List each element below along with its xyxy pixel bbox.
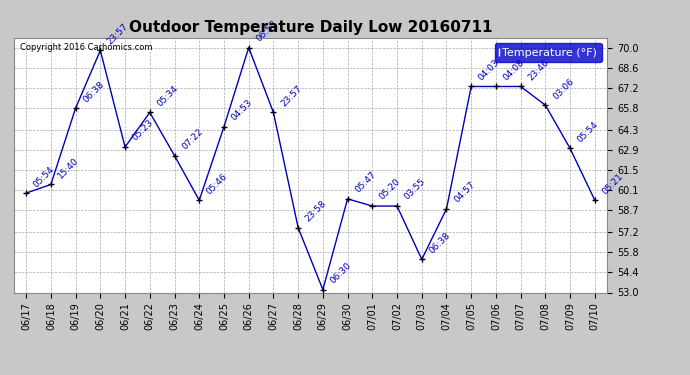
Text: 05:21: 05:21 (600, 171, 625, 196)
Text: 04:57: 04:57 (452, 180, 477, 205)
Text: 23:57: 23:57 (106, 22, 130, 46)
Title: Outdoor Temperature Daily Low 20160711: Outdoor Temperature Daily Low 20160711 (129, 20, 492, 35)
Text: 23:57: 23:57 (279, 84, 304, 108)
Text: Copyright 2016 Carhomics.com: Copyright 2016 Carhomics.com (20, 43, 152, 52)
Text: 05:54: 05:54 (32, 164, 57, 189)
Text: 15:40: 15:40 (57, 156, 81, 180)
Legend: Temperature (°F): Temperature (°F) (495, 43, 602, 62)
Text: 03:06: 03:06 (551, 76, 575, 101)
Text: 06:30: 06:30 (328, 261, 353, 285)
Text: 23:58: 23:58 (304, 199, 328, 223)
Text: 23:46: 23:46 (526, 58, 551, 82)
Text: 05:20: 05:20 (378, 177, 402, 202)
Text: 04:53: 04:53 (230, 98, 254, 123)
Text: 05:54: 05:54 (575, 120, 600, 144)
Text: 05:34: 05:34 (155, 84, 180, 108)
Text: 05:47: 05:47 (353, 170, 377, 195)
Text: 05:46: 05:46 (205, 171, 229, 196)
Text: 05:23: 05:23 (130, 118, 155, 143)
Text: 03:55: 03:55 (402, 177, 427, 202)
Text: 06:38: 06:38 (427, 231, 452, 255)
Text: 04:03: 04:03 (477, 58, 502, 82)
Text: 04:08: 04:08 (502, 58, 526, 82)
Text: 07:22: 07:22 (180, 127, 204, 152)
Text: 06:53: 06:53 (254, 19, 279, 44)
Text: 06:38: 06:38 (81, 79, 106, 104)
